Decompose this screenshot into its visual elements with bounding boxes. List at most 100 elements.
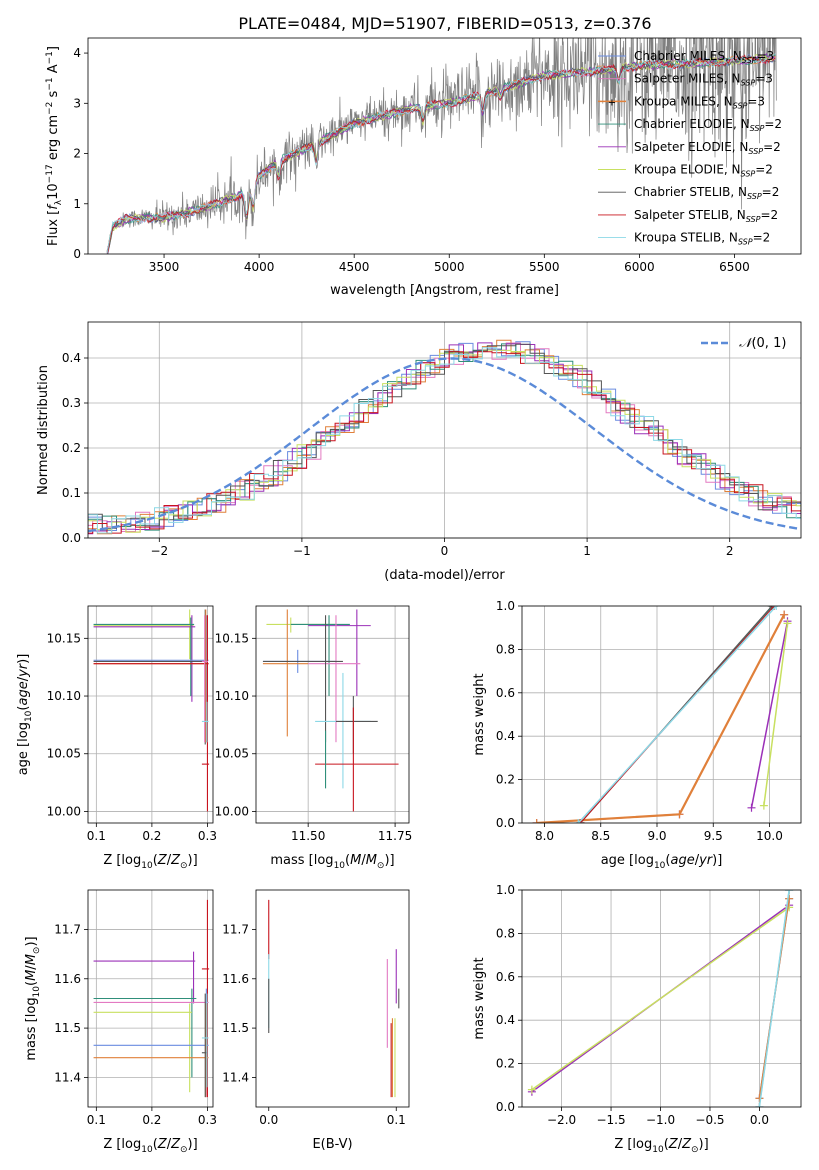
weight-marker (772, 606, 781, 610)
y-tick-label: 0.4 (496, 1013, 515, 1027)
x-tick-label: 4000 (244, 260, 275, 274)
plot-area (93, 899, 210, 1098)
plot-area (106, 38, 777, 254)
x-tick-label: 6500 (719, 260, 750, 274)
weight-vs-Z-panel: −2.0 −1.5 −1.0 −0.5 0.0 0.0 0.2 0.4 0.6 0.8 1.0 Z [… (472, 883, 802, 1155)
weight-marker (759, 801, 768, 810)
x-tick-label: 9.5 (704, 829, 723, 843)
x-tick-label: 11.75 (378, 829, 412, 843)
figure-title: PLATE=0484, MJD=51907, FIBERID=0513, z=0… (238, 14, 651, 33)
x-tick-label: 0.1 (87, 829, 106, 843)
x-tick-label: 0.2 (142, 1113, 161, 1127)
y-tick-label: 0.0 (496, 816, 515, 830)
axes-frame (521, 889, 802, 1108)
weight-line (536, 614, 786, 823)
y-tick-label: 11.7 (54, 922, 81, 936)
weight-marker (532, 819, 541, 823)
x-axis-label: age [log10(age/yr)] (601, 853, 723, 871)
x-tick-label: 0.0 (259, 1113, 278, 1127)
y-tick-label: 1.0 (496, 883, 515, 897)
y-tick-label: 10.15 (47, 631, 81, 645)
weight-marker (747, 803, 756, 812)
legend-label: Kroupa ELODIE, NSSP=2 (634, 163, 773, 179)
y-tick-label: 0.4 (62, 351, 81, 365)
axes-frame (255, 605, 410, 824)
x-tick-label: 9.0 (647, 829, 666, 843)
axes-frame (87, 605, 214, 824)
x-axis-label: (data-model)/error (384, 568, 505, 583)
x-tick-label: 0.3 (198, 829, 217, 843)
x-axis-label: wavelength [Angstrom, rest frame] (330, 283, 559, 298)
weight-marker (527, 1085, 536, 1094)
x-tick-label: 0.0 (750, 1113, 769, 1127)
x-axis-label: E(B-V) (312, 1137, 352, 1152)
y-tick-label: 0.8 (496, 926, 515, 940)
y-tick-label: 0.4 (496, 729, 515, 743)
axes-frame (87, 889, 214, 1108)
weight-line (531, 906, 790, 1091)
age-vs-mass-panel: 11.50 11.75 10.00 10.05 10.10 10.15 mass [log1… (215, 605, 412, 871)
weight-marker (675, 810, 684, 819)
grid (88, 606, 213, 823)
weight-marker (755, 1094, 764, 1103)
x-tick-label: 1 (583, 544, 591, 558)
legend-label: Chabrier STELIB, NSSP=2 (634, 185, 779, 201)
legend-label: Chabrier MILES, NSSP=3 (634, 49, 774, 65)
spectrum-panel: 3500 4000 4500 5000 5500 6000 6500 0 1 2 3 4 Chabrie… (45, 37, 802, 298)
y-tick-label: 10.05 (215, 747, 249, 761)
grid (256, 606, 409, 823)
x-tick-label: 3500 (149, 260, 180, 274)
y-tick-label: 10.05 (47, 747, 81, 761)
y-tick-label: 11.5 (54, 1021, 81, 1035)
plot-area (88, 339, 801, 535)
x-axis-label: Z [log10(Z/Z⊙)] (103, 1137, 197, 1155)
weight-marker (755, 1103, 764, 1107)
axes-frame (255, 889, 410, 1108)
normal-curve (88, 357, 799, 533)
x-tick-label: 8.0 (535, 829, 554, 843)
y-tick-label: 11.6 (222, 972, 249, 986)
x-tick-label: 5500 (529, 260, 560, 274)
weight-line (758, 890, 790, 1107)
y-tick-label: 0.6 (496, 970, 515, 984)
legend: Chabrier MILES, NSSP=3 Salpeter MILES, NS… (598, 49, 782, 247)
histogram-step (88, 351, 801, 534)
x-tick-label: −1 (293, 544, 311, 558)
y-tick-label: 0.6 (496, 686, 515, 700)
y-tick-label: 10.15 (215, 631, 249, 645)
x-tick-label: −2.0 (547, 1113, 576, 1127)
weight-line (536, 614, 785, 823)
legend-label: Chabrier ELODIE, NSSP=2 (634, 117, 782, 133)
y-tick-label: 11.7 (222, 922, 249, 936)
y-tick-label: 0.0 (496, 1100, 515, 1114)
x-tick-label: −0.5 (695, 1113, 724, 1127)
x-tick-label: 0.2 (142, 829, 161, 843)
y-tick-label: 10.10 (215, 689, 249, 703)
x-tick-label: 0.3 (198, 1113, 217, 1127)
y-tick-label: 0 (73, 247, 81, 261)
y-tick-label: 2 (73, 147, 81, 161)
y-tick-label: 10.10 (47, 689, 81, 703)
y-tick-label: 0.2 (496, 773, 515, 787)
legend-label: Kroupa MILES, NSSP=3 (634, 94, 765, 110)
x-tick-label: 5000 (434, 260, 465, 274)
weight-marker (574, 819, 583, 823)
y-axis-label: age [log10(age/yr)] (16, 654, 34, 776)
x-tick-label: −1.0 (646, 1113, 675, 1127)
legend-label: Salpeter ELODIE, NSSP=2 (634, 140, 781, 156)
legend-label: Salpeter STELIB, NSSP=2 (634, 208, 778, 224)
plot-area (268, 899, 400, 1098)
model-spectrum-line (107, 55, 776, 254)
legend-label: Kroupa STELIB, NSSP=2 (634, 231, 770, 247)
x-tick-label: 6000 (624, 260, 655, 274)
weight-vs-age-panel: 8.0 8.5 9.0 9.5 10.0 0.0 0.2 0.4 0.6 0.8 1.0 age [l… (472, 599, 802, 871)
x-tick-label: 2 (726, 544, 734, 558)
weight-marker (783, 619, 792, 628)
plot-area (532, 606, 792, 823)
x-tick-label: 0.1 (87, 1113, 106, 1127)
histogram-step (88, 342, 801, 532)
weight-marker (780, 610, 789, 619)
y-axis-label: mass weight (472, 673, 487, 755)
axes-frame (87, 321, 802, 539)
